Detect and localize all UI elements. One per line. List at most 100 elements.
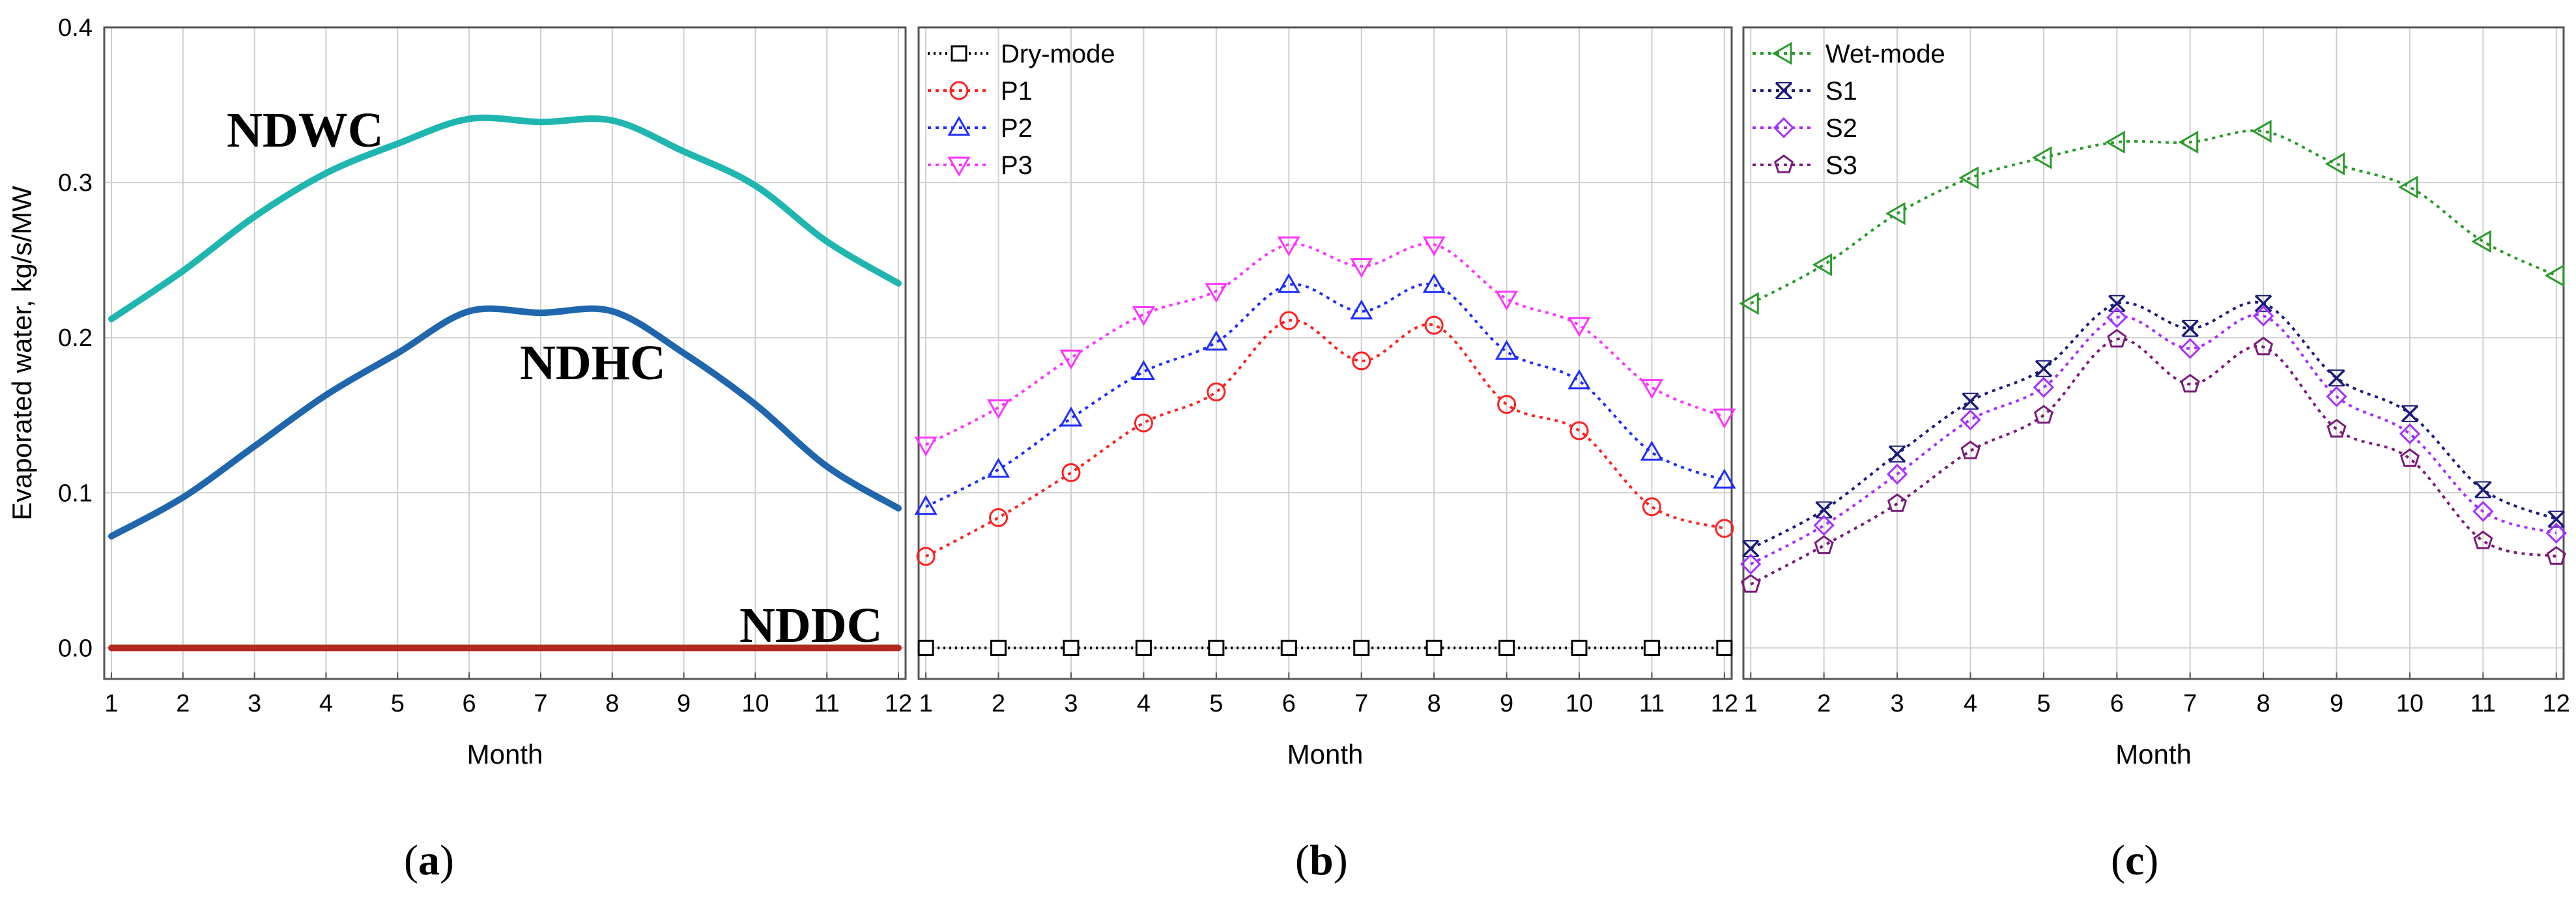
x-tick-label: 8 <box>1427 690 1441 717</box>
legend-label: P2 <box>1001 114 1033 143</box>
data-point-p3 <box>1495 291 1519 311</box>
data-point-p2 <box>1205 330 1228 351</box>
legend-marker <box>947 115 971 136</box>
legend-label: P3 <box>1001 151 1033 180</box>
x-tick-label: 1 <box>104 690 118 717</box>
data-point-s1 <box>2181 319 2199 338</box>
data-point-s2 <box>2472 500 2494 522</box>
data-point-p2 <box>1422 273 1446 293</box>
data-point-dry-mode <box>1208 639 1225 656</box>
x-tick-label: 7 <box>2183 690 2197 717</box>
data-point-p3 <box>1640 379 1664 399</box>
data-point-p3 <box>1205 283 1228 303</box>
data-point-p2 <box>1059 406 1083 427</box>
data-point-p1 <box>1497 395 1517 414</box>
data-point-p3 <box>1567 317 1591 338</box>
data-point-wet-mode <box>1885 202 1906 225</box>
legend-item-s1: S1 <box>1753 77 1857 106</box>
data-point-p2 <box>1350 299 1373 320</box>
x-tick-label: 9 <box>1500 690 1513 717</box>
data-point-s1 <box>1888 445 1906 463</box>
x-tick-label: 7 <box>534 690 547 717</box>
y-tick-label: 0.2 <box>58 324 93 352</box>
data-point-p1 <box>1207 382 1226 402</box>
data-point-wet-mode <box>2471 229 2491 253</box>
series-line-wet-mode <box>1750 129 2557 305</box>
data-point-p2 <box>1277 273 1300 293</box>
data-point-dry-mode <box>1063 639 1080 656</box>
y-tick-labels: 0.0 0.1 0.2 0.3 0.4 <box>58 14 93 662</box>
series-line-p1 <box>925 319 1725 558</box>
data-point-p1 <box>1134 413 1153 433</box>
legend-label: S2 <box>1825 114 1857 143</box>
data-point-s1 <box>2401 405 2419 423</box>
x-axis-label: Month <box>1287 739 1364 770</box>
series-line-s2 <box>1750 313 2557 566</box>
legend-marker <box>951 45 967 62</box>
x-tick-label: 8 <box>2257 690 2270 717</box>
data-point-s2 <box>2106 307 2128 328</box>
series-ndwc <box>107 114 902 323</box>
chart-panel-a: 1 2 3 4 5 6 7 8 9 10 11 120.00.10.20.30.4MonthEvapo… <box>7 14 912 770</box>
y-axis-label: Evaporated water, kg/s/MW <box>7 186 37 521</box>
series-wet-mode <box>1739 119 2565 315</box>
legend-label: Wet-mode <box>1825 40 1945 68</box>
data-point-s3 <box>1887 493 1908 512</box>
series-s2 <box>1740 305 2567 575</box>
legend-marker <box>949 81 969 100</box>
data-point-p1 <box>1424 315 1444 335</box>
legend-label: S1 <box>1825 77 1857 106</box>
data-point-wet-mode <box>2178 130 2199 154</box>
curve-label-nddc: NDDC <box>739 598 883 653</box>
x-tick-label: 8 <box>605 690 619 717</box>
series-dry-mode <box>917 639 1733 656</box>
data-point-dry-mode <box>1353 639 1370 656</box>
data-point-s3 <box>1960 440 1981 459</box>
data-point-s3 <box>2107 328 2127 348</box>
data-point-s3 <box>2254 336 2274 356</box>
legend-item-wet-mode: Wet-mode <box>1753 40 1945 68</box>
gridlines <box>919 27 1732 679</box>
x-tick-label: 11 <box>2470 690 2496 717</box>
data-point-p1 <box>1642 497 1661 517</box>
data-point-s3 <box>2180 373 2200 393</box>
data-point-wet-mode <box>2031 146 2052 169</box>
x-tick-label: 2 <box>992 690 1005 717</box>
x-tick-label: 10 <box>2396 690 2424 717</box>
x-tick-label: 5 <box>1209 690 1223 717</box>
x-tick-label: 4 <box>319 690 333 717</box>
plot-frame <box>917 26 1733 680</box>
data-point-dry-mode <box>1716 639 1733 656</box>
x-tick-label: 10 <box>741 690 769 717</box>
data-point-s1 <box>2108 295 2126 313</box>
data-point-p1 <box>1061 463 1081 482</box>
x-tick-label: 2 <box>176 690 190 717</box>
legend-marker <box>1773 154 1794 173</box>
data-point-wet-mode <box>1739 292 1759 315</box>
data-point-p3 <box>1350 258 1373 278</box>
legend: Wet-mode S1 S2 S3 <box>1753 40 1945 180</box>
x-axis-label: Month <box>2115 739 2192 770</box>
x-tick-label: 1 <box>1744 690 1758 717</box>
data-point-s1 <box>2547 510 2565 528</box>
data-point-p3 <box>1713 409 1736 429</box>
data-point-dry-mode <box>917 639 934 656</box>
panel-caption-c-letter: c <box>2125 837 2144 884</box>
data-point-p1 <box>1352 351 1371 371</box>
data-point-wet-mode <box>1958 166 1979 190</box>
data-point-p1 <box>1279 311 1298 330</box>
legend-item-s2: S2 <box>1753 114 1857 143</box>
x-tick-label: 12 <box>885 690 912 717</box>
data-point-wet-mode <box>2252 119 2272 143</box>
data-point-s2 <box>2179 338 2201 359</box>
data-point-s1 <box>1742 540 1760 558</box>
x-tick-label: 12 <box>1711 690 1738 717</box>
x-tick-label: 9 <box>677 690 691 717</box>
legend-marker <box>1773 117 1795 139</box>
data-point-p2 <box>914 495 937 515</box>
x-tick-label: 6 <box>2110 690 2124 717</box>
data-point-s1 <box>1815 501 1833 519</box>
